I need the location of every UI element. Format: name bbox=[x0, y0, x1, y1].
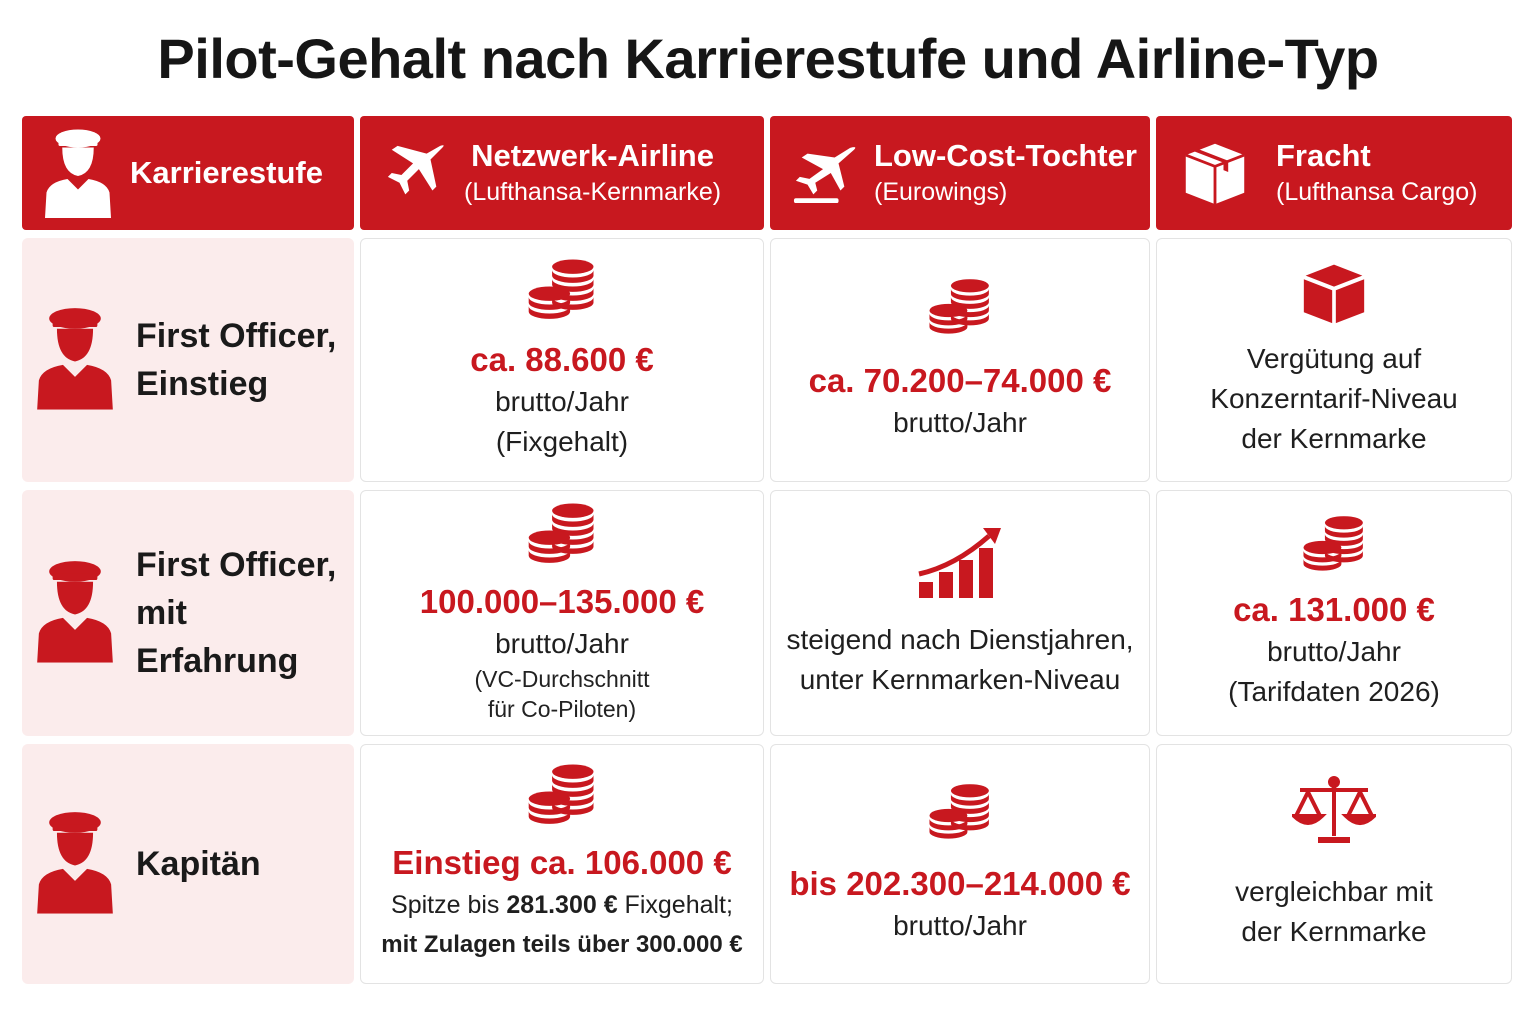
cell-r3-netzwerk: Einstieg ca. 106.000 € Spitze bis 281.30… bbox=[360, 744, 764, 984]
pilot-icon bbox=[32, 806, 118, 923]
cell-r1-fracht: Vergütung auf Konzerntarif-Niveau der Ke… bbox=[1156, 238, 1512, 482]
salary-note: brutto/Jahr bbox=[893, 910, 1027, 941]
row-label-line2: Einstieg bbox=[136, 365, 269, 403]
coins-icon bbox=[526, 258, 598, 324]
row-label-kapitaen: Kapitän bbox=[22, 744, 354, 984]
cell-r2-low-cost: steigend nach Dienstjahren, unter Kernma… bbox=[770, 490, 1150, 736]
row-label-line1: First Officer, bbox=[136, 317, 337, 355]
row-label-line2: mit Erfahrung bbox=[136, 594, 299, 680]
cell-r1-low-cost: ca. 70.200–74.000 € brutto/Jahr bbox=[770, 238, 1150, 482]
cell-r3-low-cost: bis 202.300–214.000 € brutto/Jahr bbox=[770, 744, 1150, 984]
salary-note: für Co-Piloten) bbox=[487, 696, 637, 722]
salary-note: steigend nach Dienstjahren, bbox=[786, 624, 1134, 655]
page-title: Pilot-Gehalt nach Karrierestufe und Airl… bbox=[157, 27, 1379, 90]
salary-amount: ca. 70.200–74.000 € bbox=[808, 362, 1112, 399]
salary-note: unter Kernmarken-Niveau bbox=[799, 664, 1121, 695]
cell-r2-netzwerk: 100.000–135.000 € brutto/Jahr (VC-Durchs… bbox=[360, 490, 764, 736]
salary-note: brutto/Jahr bbox=[893, 407, 1027, 438]
salary-note: vergleichbar mit bbox=[1235, 876, 1433, 907]
header-low-cost: Low-Cost-Tochter (Eurowings) bbox=[770, 116, 1150, 230]
coins-icon bbox=[526, 763, 598, 829]
header-fracht: Fracht (Lufthansa Cargo) bbox=[1156, 116, 1512, 230]
cell-r2-fracht: ca. 131.000 € brutto/Jahr (Tarifdaten 20… bbox=[1156, 490, 1512, 736]
coins-icon bbox=[927, 782, 993, 844]
salary-note: Vergütung auf bbox=[1246, 343, 1422, 374]
salary-note: brutto/Jahr bbox=[1267, 636, 1401, 667]
coins-icon bbox=[526, 502, 598, 568]
growth-chart-icon bbox=[915, 526, 1005, 598]
row-label-line1: Kapitän bbox=[136, 845, 261, 883]
scales-icon bbox=[1292, 776, 1376, 846]
pilot-icon bbox=[32, 555, 118, 672]
coins-icon bbox=[927, 277, 993, 339]
salary-note-highlight: 281.300 € bbox=[506, 891, 618, 919]
salary-table: Karrierestufe Netzwerk-Airline (Lufthans… bbox=[22, 116, 1512, 988]
cell-r3-fracht: vergleichbar mit der Kernmarke bbox=[1156, 744, 1512, 984]
salary-amount: Einstieg ca. 106.000 € bbox=[392, 844, 732, 881]
salary-amount: ca. 88.600 € bbox=[470, 341, 654, 378]
header-karrierestufe: Karrierestufe bbox=[22, 116, 354, 230]
salary-note: der Kernmarke bbox=[1241, 916, 1427, 947]
salary-note: (VC-Durchschnitt bbox=[474, 666, 650, 692]
header-netzwerk-title: Netzwerk-Airline bbox=[471, 138, 714, 173]
salary-note: (Tarifdaten 2026) bbox=[1228, 676, 1440, 707]
salary-amount: bis 202.300–214.000 € bbox=[789, 865, 1131, 902]
coins-icon bbox=[1301, 514, 1367, 576]
salary-note: (Fixgehalt) bbox=[495, 426, 629, 457]
salary-note: mit Zulagen teils über 300.000 € bbox=[381, 931, 743, 958]
package-icon bbox=[1182, 140, 1248, 206]
row-label-first-officer-einstieg: First Officer, Einstieg bbox=[22, 238, 354, 482]
header-fracht-title: Fracht bbox=[1276, 138, 1371, 173]
header-low-cost-sub: (Eurowings) bbox=[874, 178, 1008, 206]
header-low-cost-title: Low-Cost-Tochter bbox=[874, 138, 1137, 173]
package-icon bbox=[1302, 261, 1366, 325]
header-fracht-sub: (Lufthansa Cargo) bbox=[1276, 178, 1478, 206]
salary-note: brutto/Jahr bbox=[495, 628, 629, 659]
header-karrierestufe-label: Karrierestufe bbox=[130, 155, 323, 190]
salary-note: Konzerntarif-Niveau bbox=[1210, 383, 1458, 414]
pilot-icon bbox=[40, 128, 116, 218]
salary-note: der Kernmarke bbox=[1241, 423, 1427, 454]
pilot-icon bbox=[32, 302, 118, 419]
salary-note: brutto/Jahr bbox=[495, 386, 629, 417]
header-netzwerk-sub: (Lufthansa-Kernmarke) bbox=[464, 178, 722, 206]
airplane-icon bbox=[384, 142, 446, 204]
header-netzwerk-airline: Netzwerk-Airline (Lufthansa-Kernmarke) bbox=[360, 116, 764, 230]
salary-amount: ca. 131.000 € bbox=[1233, 591, 1435, 628]
salary-note-part: Fixgehalt; bbox=[617, 891, 733, 919]
airplane-takeoff-icon bbox=[790, 142, 858, 204]
salary-note: Spitze bis 281.300 € Fixgehalt; bbox=[391, 885, 733, 925]
salary-note-part: Spitze bis bbox=[391, 891, 507, 919]
row-label-first-officer-erfahrung: First Officer, mit Erfahrung bbox=[22, 490, 354, 736]
cell-r1-netzwerk: ca. 88.600 € brutto/Jahr (Fixgehalt) bbox=[360, 238, 764, 482]
salary-amount: 100.000–135.000 € bbox=[419, 583, 705, 620]
row-label-line1: First Officer, bbox=[136, 546, 337, 584]
